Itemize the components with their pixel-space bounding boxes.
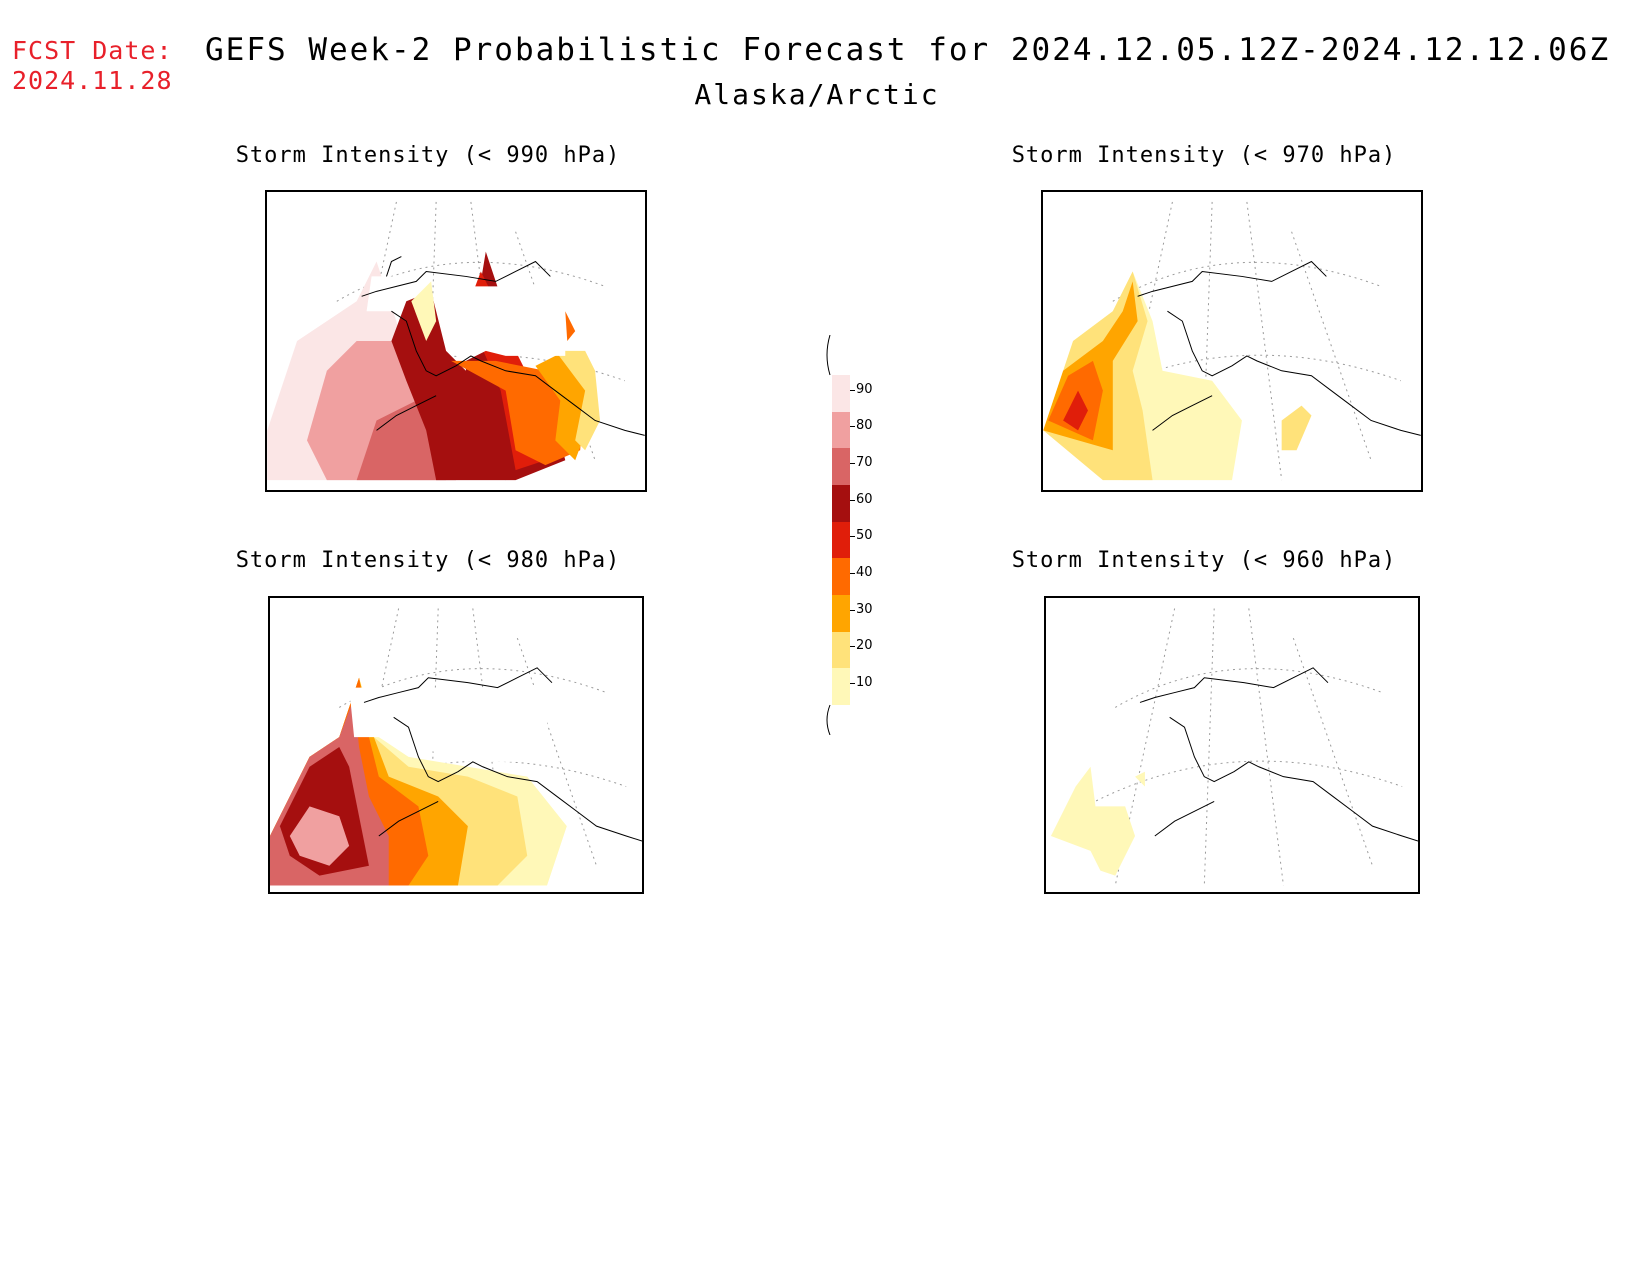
probability-shading xyxy=(270,677,567,886)
colorbar-swatch xyxy=(832,595,850,632)
map-970 xyxy=(1043,201,1421,481)
map-980 xyxy=(270,608,642,886)
colorbar-label: 40 xyxy=(856,565,873,580)
map-panel-980 xyxy=(268,596,644,894)
colorbar-tick xyxy=(850,683,855,684)
map-960 xyxy=(1050,608,1418,886)
colorbar-swatch xyxy=(832,558,850,595)
coastline xyxy=(1139,667,1418,842)
forecast-date-label: FCST Date: xyxy=(12,36,173,65)
colorbar-tick xyxy=(850,389,855,391)
colorbar-tick xyxy=(850,463,855,464)
colorbar-tick xyxy=(850,499,855,501)
colorbar-label: 60 xyxy=(856,491,873,507)
colorbar-swatch xyxy=(832,375,850,412)
graticule xyxy=(1085,608,1403,886)
colorbar-label: 10 xyxy=(856,675,873,690)
probability-shading xyxy=(1050,766,1145,876)
colorbar-swatch xyxy=(832,485,850,522)
coastline xyxy=(363,667,642,842)
colorbar-label: 90 xyxy=(856,381,873,397)
colorbar-tick xyxy=(850,573,855,574)
map-panel-990 xyxy=(265,190,647,492)
map-990 xyxy=(267,201,645,481)
colorbar-tick xyxy=(850,426,855,428)
colorbar-label: 20 xyxy=(856,638,873,654)
map-panel-970 xyxy=(1041,190,1423,492)
coastline xyxy=(361,256,645,436)
panel-title-970: Storm Intensity (< 970 hPa) xyxy=(1011,143,1397,168)
colorbar-tick xyxy=(850,646,855,648)
colorbar-label: 70 xyxy=(856,455,873,470)
colorbar-label: 50 xyxy=(856,528,873,544)
colorbar-tick xyxy=(850,609,855,611)
colorbar-swatch xyxy=(832,631,850,669)
probability-shading xyxy=(267,251,601,481)
colorbar-tick xyxy=(850,536,855,538)
panel-title-980: Storm Intensity (< 980 hPa) xyxy=(235,548,621,573)
colorbar-swatch xyxy=(832,448,850,485)
colorbar-swatch xyxy=(832,668,850,705)
page-title: GEFS Week-2 Probabilistic Forecast for 2… xyxy=(205,32,1611,68)
region-subtitle: Alaska/Arctic xyxy=(694,78,940,111)
map-panel-960 xyxy=(1044,596,1420,894)
colorbar-swatch xyxy=(832,521,850,559)
colorbar: 90 80 70 60 50 40 30 20 10 xyxy=(820,335,910,735)
colorbar-label: 30 xyxy=(856,601,873,617)
colorbar-label: 80 xyxy=(856,418,873,434)
colorbar-swatch xyxy=(832,411,850,449)
panel-title-990: Storm Intensity (< 990 hPa) xyxy=(235,143,621,168)
coastline xyxy=(1137,260,1421,436)
panel-title-960: Storm Intensity (< 960 hPa) xyxy=(1011,548,1397,573)
forecast-date-value: 2024.11.28 xyxy=(12,66,173,95)
colorbar-swatches xyxy=(826,335,831,735)
probability-shading xyxy=(1043,271,1312,481)
forecast-date-block: FCST Date: 2024.11.28 xyxy=(12,36,173,96)
